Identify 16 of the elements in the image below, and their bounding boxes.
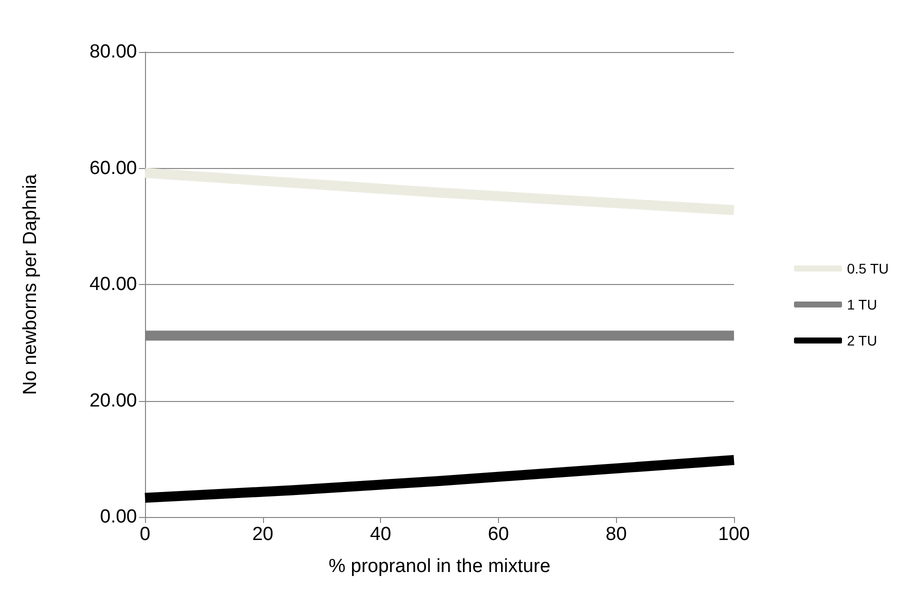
y-tick-label: 80.00: [89, 42, 137, 62]
x-tick-label: 40: [370, 524, 392, 545]
y-tick-label: 20.00: [89, 390, 137, 412]
y-tick-label: 60.00: [89, 158, 137, 179]
x-tick-label: 20: [252, 524, 274, 545]
x-tick-label: 60: [488, 524, 509, 545]
legend-label: 2 TU: [846, 332, 878, 348]
y-tick-label: 0.00: [100, 506, 137, 528]
x-axis-title: % propranol in the mixture: [328, 556, 550, 577]
y-axis-title: No newborns per Daphnia: [20, 174, 41, 395]
x-tick-label: 0: [140, 524, 150, 545]
y-tick-label: 40.00: [89, 274, 137, 295]
legend-label: 0.5 TU: [846, 260, 889, 276]
x-tick-label: 80: [606, 524, 627, 545]
x-tick-label: 100: [718, 524, 750, 545]
legend-label: 1 TU: [846, 296, 878, 312]
